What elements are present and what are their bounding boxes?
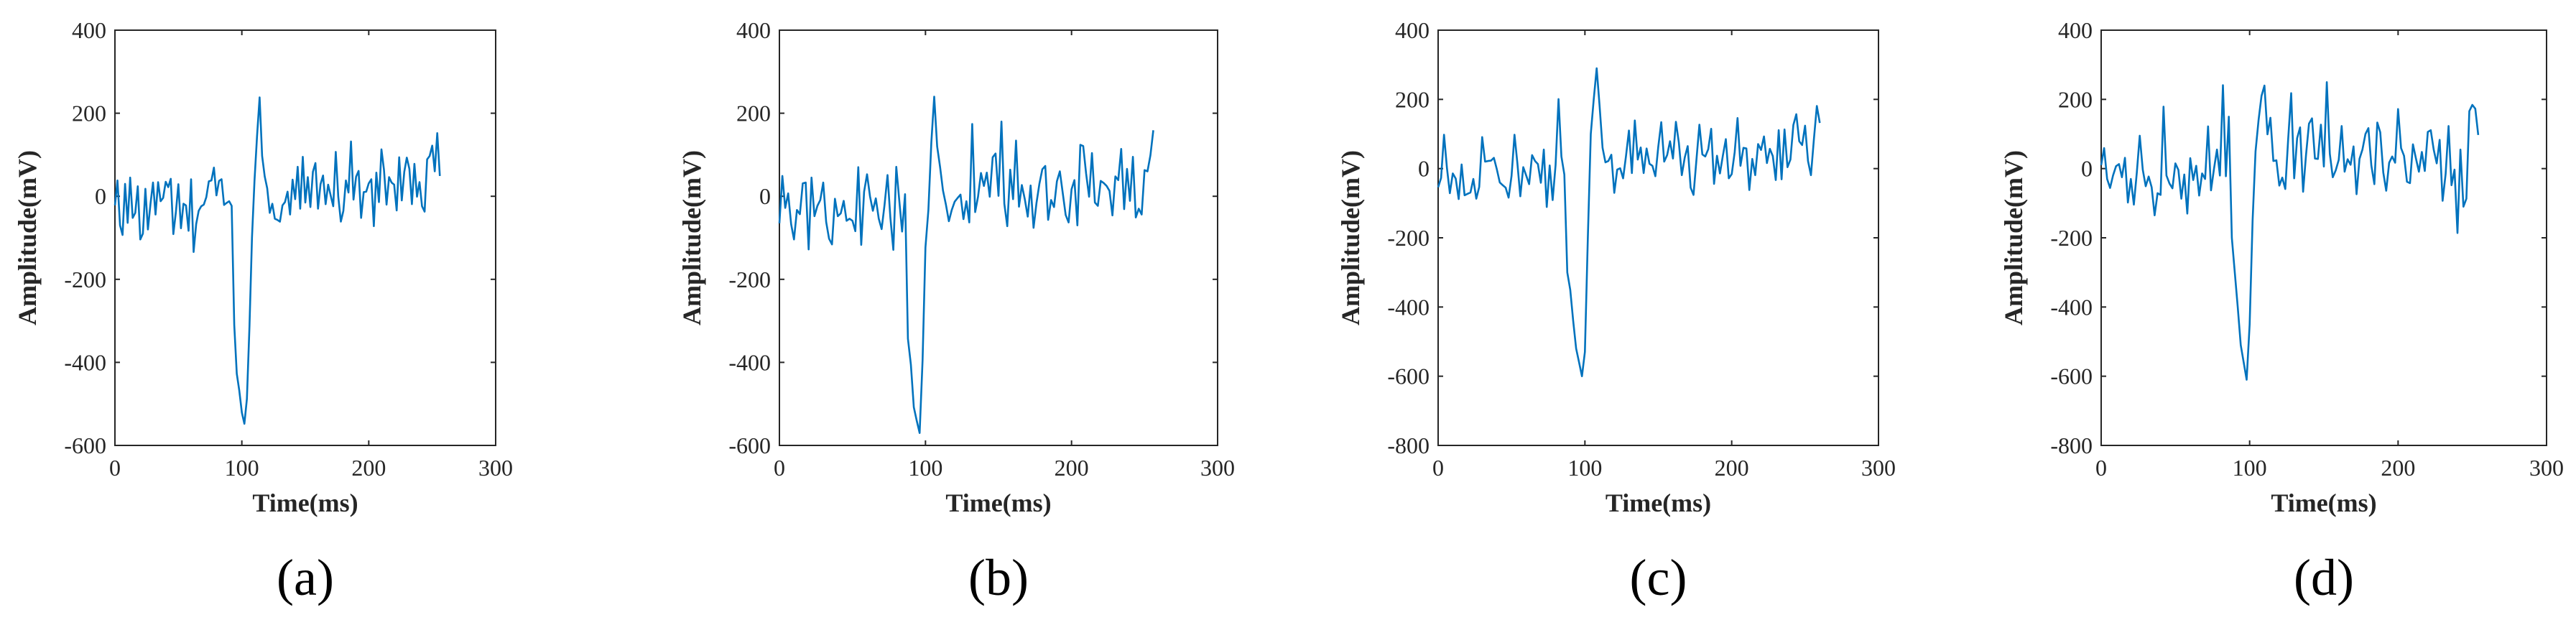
x-tick-label: 0 — [774, 455, 785, 481]
x-tick-label: 200 — [1055, 455, 1089, 481]
x-axis-label: Time(ms) — [945, 489, 1051, 517]
y-tick-label: -600 — [1387, 364, 1430, 389]
y-tick-label: 0 — [95, 183, 106, 209]
x-tick-label: 300 — [1861, 455, 1896, 481]
y-axis-label: Amplitude(mV) — [1336, 150, 1365, 325]
plot-frame — [1437, 29, 1879, 446]
panel-label: (b) — [968, 549, 1029, 606]
y-axis-label: Amplitude(mV) — [13, 150, 42, 325]
series-line — [113, 96, 441, 425]
panel-label: (c) — [1630, 549, 1687, 606]
x-tick-label: 300 — [2529, 455, 2564, 481]
y-tick-label: 200 — [1395, 86, 1430, 112]
x-axis-label: Time(ms) — [252, 489, 358, 517]
series-line — [2100, 81, 2480, 381]
y-tick-label: 0 — [759, 183, 771, 209]
y-tick-label: -200 — [1387, 225, 1430, 251]
x-tick-label: 0 — [1432, 455, 1444, 481]
y-axis-label: Amplitude(mV) — [1999, 150, 2028, 325]
y-tick-label: -600 — [64, 432, 106, 458]
plot-frame — [114, 29, 496, 446]
y-tick-label: -600 — [2050, 364, 2093, 389]
x-axis-label: Time(ms) — [1606, 489, 1711, 517]
x-axis-label: Time(ms) — [2271, 489, 2376, 517]
y-tick-label: 400 — [1395, 17, 1430, 43]
x-tick-label: 200 — [2381, 455, 2415, 481]
panel-b: 0 100 200 300 -600 -400 -200 0 200 400 Time(ms) Amp… — [677, 17, 1235, 606]
y-tick-label: -800 — [2050, 432, 2093, 458]
panel-c: 0 100 200 300 -800 -600 -400 -200 0 200 400 Time(ms… — [1336, 17, 1896, 606]
y-tick-label: -800 — [1387, 432, 1430, 458]
series-line — [1437, 67, 1821, 378]
panel-d: 0 100 200 300 -800 -600 -400 -200 0 200 400 Time(ms… — [1999, 17, 2564, 606]
y-tick-label: -400 — [1387, 294, 1430, 320]
series-line — [778, 96, 1154, 435]
y-tick-label: 0 — [1418, 156, 1430, 182]
x-tick-label: 0 — [2095, 455, 2107, 481]
x-tick-label: 200 — [351, 455, 386, 481]
y-tick-label: -400 — [2050, 294, 2093, 320]
panel-label: (d) — [2294, 549, 2354, 606]
y-tick-label: -200 — [2050, 225, 2093, 251]
y-tick-label: -600 — [728, 432, 771, 458]
x-tick-label: 300 — [1200, 455, 1235, 481]
y-tick-label: -200 — [728, 267, 771, 292]
x-tick-label: 300 — [478, 455, 513, 481]
x-tick-label: 100 — [2233, 455, 2267, 481]
y-tick-label: 400 — [72, 17, 106, 43]
y-tick-label: 0 — [2081, 156, 2093, 182]
y-tick-label: -200 — [64, 267, 106, 292]
y-axis-label: Amplitude(mV) — [677, 150, 706, 325]
x-tick-label: 0 — [109, 455, 121, 481]
x-tick-label: 100 — [225, 455, 259, 481]
panel-label: (a) — [277, 549, 334, 606]
x-tick-label: 100 — [908, 455, 942, 481]
x-tick-label: 200 — [1715, 455, 1749, 481]
y-tick-label: 200 — [72, 101, 106, 126]
y-tick-label: -400 — [64, 349, 106, 375]
y-tick-label: 200 — [2058, 86, 2093, 112]
y-tick-label: 400 — [2058, 17, 2093, 43]
x-tick-label: 100 — [1567, 455, 1602, 481]
plot-frame — [2100, 29, 2547, 446]
y-tick-label: 200 — [736, 101, 771, 126]
y-tick-label: -400 — [728, 349, 771, 375]
panel-a: 0 100 200 300 -600 -400 -200 0 200 400 Time(ms) Amp… — [13, 17, 513, 606]
plot-frame — [779, 29, 1218, 446]
y-tick-label: 400 — [736, 17, 771, 43]
